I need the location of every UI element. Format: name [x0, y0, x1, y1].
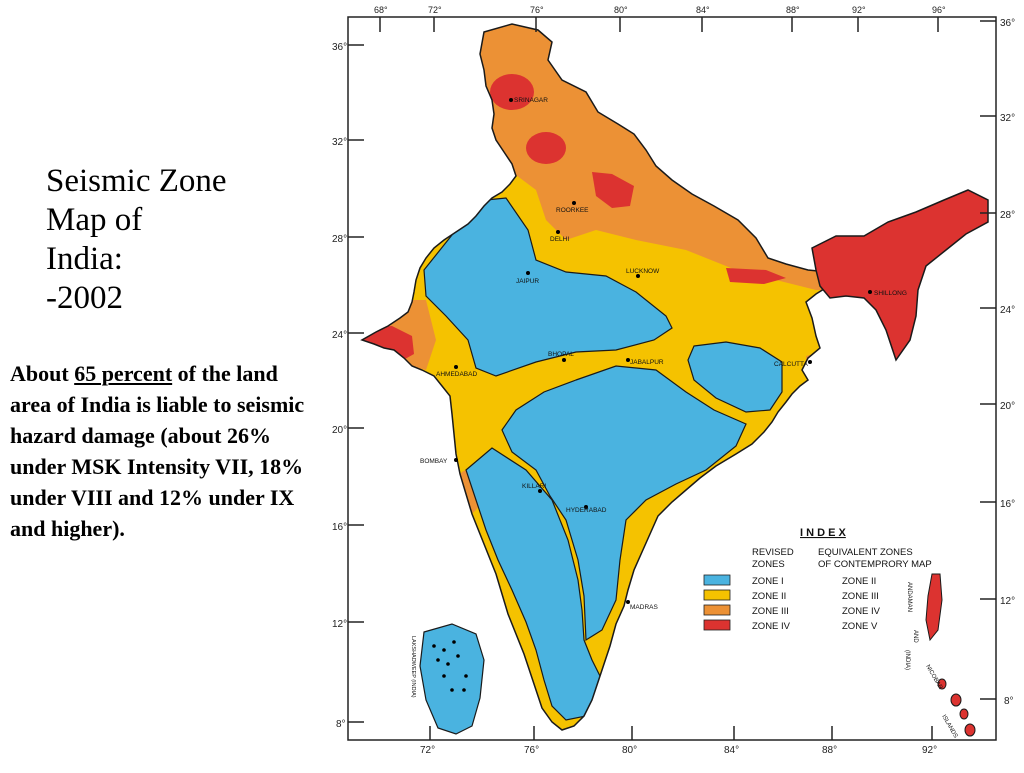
city-madras: MADRAS	[630, 604, 658, 611]
lon-bottom-84: 84°	[724, 745, 739, 756]
lat-right-8: 8°	[1004, 696, 1014, 707]
lat-right-28: 28°	[1000, 210, 1015, 221]
lat-left-32: 32°	[332, 137, 347, 148]
city-labels: SRINAGAR ROORKEE DELHI JAIPUR LUCKNOW SH…	[420, 97, 907, 611]
zone-iv-srinagar	[490, 74, 534, 110]
lon-bottom-72: 72°	[420, 745, 435, 756]
zone-i-chhattisgarh	[687, 341, 783, 413]
legend-col1-header-1: REVISED	[752, 547, 794, 558]
label-india-andaman: (INDIA)	[904, 650, 910, 670]
city-bhopal: BHOPAL	[548, 351, 574, 358]
map-frame	[347, 16, 997, 741]
lat-right-36: 36°	[1000, 18, 1015, 29]
legend-equiv-zone-ii: ZONE III	[842, 591, 879, 602]
lat-left-28: 28°	[332, 234, 347, 245]
zone-iv-northeast	[811, 189, 989, 362]
legend-revised-zone-i: ZONE I	[752, 576, 784, 587]
lat-left-20: 20°	[332, 425, 347, 436]
lon-top-84: 84°	[696, 5, 710, 15]
label-andaman: ANDAMAN	[906, 582, 912, 612]
lon-top-76: 76°	[530, 5, 544, 15]
title-line-1: Seismic Zone	[46, 163, 227, 199]
title-line-2: Map of	[46, 202, 143, 238]
city-delhi: DELHI	[550, 236, 569, 243]
lat-left-16: 16°	[332, 522, 347, 533]
legend-revised-zone-iv: ZONE IV	[752, 621, 791, 632]
label-and: AND	[912, 630, 918, 643]
legend-revised-zone-ii: ZONE II	[752, 591, 786, 602]
lat-right-12: 12°	[1000, 596, 1015, 607]
lat-left-36: 36°	[332, 42, 347, 53]
zone-iv-bihar	[726, 268, 786, 284]
lat-right-16: 16°	[1000, 499, 1015, 510]
lat-right-24: 24°	[1000, 305, 1015, 316]
legend-title: I N D E X	[800, 527, 847, 539]
lon-bottom-88: 88°	[822, 745, 837, 756]
lon-labels-bottom: 72° 76° 80° 84° 88° 92°	[420, 745, 937, 756]
zone-iv-uttarakhand	[592, 172, 634, 208]
lakshadweep-zone	[419, 623, 485, 735]
label-lakshadweep: LAKSHADWEEP (INDIA)	[410, 636, 416, 698]
india-landmass	[361, 23, 833, 731]
legend-equiv-zone-iv: ZONE V	[842, 621, 878, 632]
title-line-4: -2002	[46, 280, 123, 316]
lon-bottom-80: 80°	[622, 745, 637, 756]
map-legend: I N D E X REVISED ZONES EQUIVALENT ZONES…	[703, 527, 932, 632]
tick-marks	[348, 17, 996, 740]
slide-title: Seismic Zone Map of India: -2002	[46, 162, 306, 318]
seismic-map: 68° 72° 76° 80° 84° 88° 92° 96° 72° 76° …	[316, 0, 1024, 768]
legend-swatch-zone-ii	[703, 589, 731, 601]
lakshadweep-isles	[432, 640, 468, 692]
lon-top-92: 92°	[852, 5, 866, 15]
lon-top-88: 88°	[786, 5, 800, 15]
title-line-3: India:	[46, 241, 123, 277]
lon-top-80: 80°	[614, 5, 628, 15]
lon-bottom-92: 92°	[922, 745, 937, 756]
lon-top-96: 96°	[932, 5, 946, 15]
lon-bottom-76: 76°	[524, 745, 539, 756]
city-jaipur: JAIPUR	[516, 278, 539, 285]
slide-description: About 65 percent of the land area of Ind…	[10, 358, 310, 544]
lat-right-20: 20°	[1000, 401, 1015, 412]
zone-iv-himachal	[526, 132, 566, 164]
lat-right-32: 32°	[1000, 113, 1015, 124]
city-bombay: BOMBAY	[420, 458, 448, 465]
lat-left-12: 12°	[332, 619, 347, 630]
city-hyderabad: HYDERABAD	[566, 507, 607, 514]
legend-col2-header-2: OF CONTEMPRORY MAP	[818, 559, 932, 570]
desc-after: of the land area of India is liable to s…	[10, 361, 305, 541]
zone-i-deccan	[501, 365, 747, 642]
legend-equiv-zone-i: ZONE II	[842, 576, 876, 587]
lon-labels-top: 68° 72° 76° 80° 84° 88° 92° 96°	[374, 5, 946, 15]
city-srinagar: SRINAGAR	[514, 97, 548, 104]
city-killari: KILLARI	[522, 483, 546, 490]
lat-left-24: 24°	[332, 330, 347, 341]
legend-swatch-zone-i	[703, 574, 731, 586]
city-jabalpur: JABALPUR	[630, 359, 664, 366]
lat-labels-left: 36° 32° 28° 24° 20° 16° 12° 8°	[332, 42, 347, 730]
legend-col2-header-1: EQUIVALENT ZONES	[818, 547, 913, 558]
zone-i-rajasthan-mp	[423, 197, 673, 377]
legend-swatch-zone-iii	[703, 604, 731, 616]
legend-revised-zone-iii: ZONE III	[752, 606, 789, 617]
city-ahmedabad: AHMEDABAD	[436, 371, 477, 378]
lon-top-68: 68°	[374, 5, 388, 15]
lat-labels-right: 36° 32° 28° 24° 20° 16° 12° 8°	[1000, 18, 1015, 707]
label-nicobar: NICOBAR	[924, 664, 943, 691]
legend-col1-header-2: ZONES	[752, 559, 785, 570]
lat-left-8: 8°	[336, 719, 346, 730]
city-lucknow: LUCKNOW	[626, 268, 660, 275]
map-svg: 68° 72° 76° 80° 84° 88° 92° 96° 72° 76° …	[332, 5, 1015, 756]
city-shillong: SHILLONG	[874, 290, 907, 297]
legend-equiv-zone-iii: ZONE IV	[842, 606, 881, 617]
desc-highlight: 65 percent	[74, 361, 173, 386]
lon-top-72: 72°	[428, 5, 442, 15]
legend-swatch-zone-iv	[703, 619, 731, 631]
city-calcutta: CALCUTTA	[774, 361, 808, 368]
label-islands: ISLANDS	[940, 714, 958, 739]
city-roorkee: ROORKEE	[556, 207, 589, 214]
andaman-nicobar	[925, 573, 976, 737]
desc-before: About	[10, 361, 75, 386]
